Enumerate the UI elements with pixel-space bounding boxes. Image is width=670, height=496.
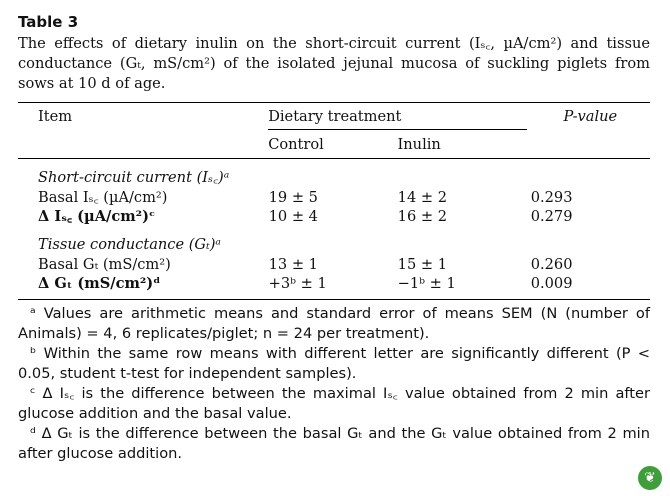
row-p-value: 0.293 bbox=[530, 189, 573, 206]
row-control: 10 ± 4 bbox=[268, 208, 318, 225]
header-inulin: Inulin bbox=[397, 135, 441, 153]
row-item: Δ Iₛ꜀ (µA/cm²)ᶜ bbox=[38, 208, 156, 225]
footnote-b: ᵇ Within the same row means with differe… bbox=[18, 345, 650, 382]
leaf-logo-icon: ❦ bbox=[638, 466, 662, 490]
table-row: Basal Gₜ (mS/cm²) 13 ± 1 15 ± 1 0.260 bbox=[18, 255, 650, 274]
top-rule bbox=[18, 102, 650, 103]
row-inulin: 16 ± 2 bbox=[397, 208, 448, 225]
data-table-body: Short-circuit current (Iₛ꜀)ᵃ Basal Iₛ꜀ (… bbox=[18, 159, 650, 299]
row-item: Δ Gₜ (mS/cm²)ᵈ bbox=[38, 275, 161, 292]
group-title-tissue-conductance: Tissue conductance (Gₜ)ᵃ bbox=[38, 236, 221, 253]
row-inulin: 15 ± 1 bbox=[397, 256, 448, 273]
row-p-value: 0.260 bbox=[530, 256, 573, 273]
header-control: Control bbox=[268, 135, 324, 153]
header-bottom-rule bbox=[18, 158, 650, 159]
table-caption: The effects of dietary inulin on the sho… bbox=[18, 35, 650, 92]
row-item: Basal Iₛ꜀ (µA/cm²) bbox=[38, 189, 168, 206]
row-control: +3ᵇ ± 1 bbox=[268, 275, 327, 292]
table-row: Basal Iₛ꜀ (µA/cm²) 19 ± 5 14 ± 2 0.293 bbox=[18, 188, 650, 207]
row-control: 19 ± 5 bbox=[268, 189, 318, 206]
row-inulin: 14 ± 2 bbox=[397, 189, 448, 206]
header-row: Item Dietary treatment P-value bbox=[18, 103, 650, 130]
row-control: 13 ± 1 bbox=[268, 256, 318, 273]
group-title-row: Tissue conductance (Gₜ)ᵃ bbox=[18, 234, 650, 255]
table-footnotes: ᵃ Values are arithmetic means and standa… bbox=[18, 304, 650, 464]
group-title-row: Short-circuit current (Iₛ꜀)ᵃ bbox=[18, 167, 650, 188]
header-item: Item bbox=[38, 107, 73, 125]
header-dietary-treatment: Dietary treatment bbox=[268, 103, 527, 130]
header-p-value: P-value bbox=[563, 107, 618, 125]
row-item: Basal Gₜ (mS/cm²) bbox=[38, 256, 171, 273]
bottom-rule bbox=[18, 299, 650, 300]
table-block: Table 3 The effects of dietary inulin on… bbox=[18, 12, 650, 464]
footnote-c: ᶜ Δ Iₛ꜀ is the difference between the ma… bbox=[18, 385, 650, 422]
data-table: Item Dietary treatment P-value Control I… bbox=[18, 103, 650, 158]
row-p-value: 0.279 bbox=[530, 208, 573, 225]
group-title-short-circuit: Short-circuit current (Iₛ꜀)ᵃ bbox=[38, 169, 230, 186]
footnote-d: ᵈ Δ Gₜ is the difference between the bas… bbox=[18, 425, 650, 462]
row-inulin: −1ᵇ ± 1 bbox=[397, 275, 456, 292]
table-row: Δ Gₜ (mS/cm²)ᵈ +3ᵇ ± 1 −1ᵇ ± 1 0.009 bbox=[18, 274, 650, 293]
subheader-row: Control Inulin bbox=[18, 130, 650, 159]
footnote-a: ᵃ Values are arithmetic means and standa… bbox=[18, 305, 650, 342]
table-label: Table 3 bbox=[18, 13, 79, 31]
table-row: Δ Iₛ꜀ (µA/cm²)ᶜ 10 ± 4 16 ± 2 0.279 bbox=[18, 207, 650, 226]
row-p-value: 0.009 bbox=[530, 275, 573, 292]
